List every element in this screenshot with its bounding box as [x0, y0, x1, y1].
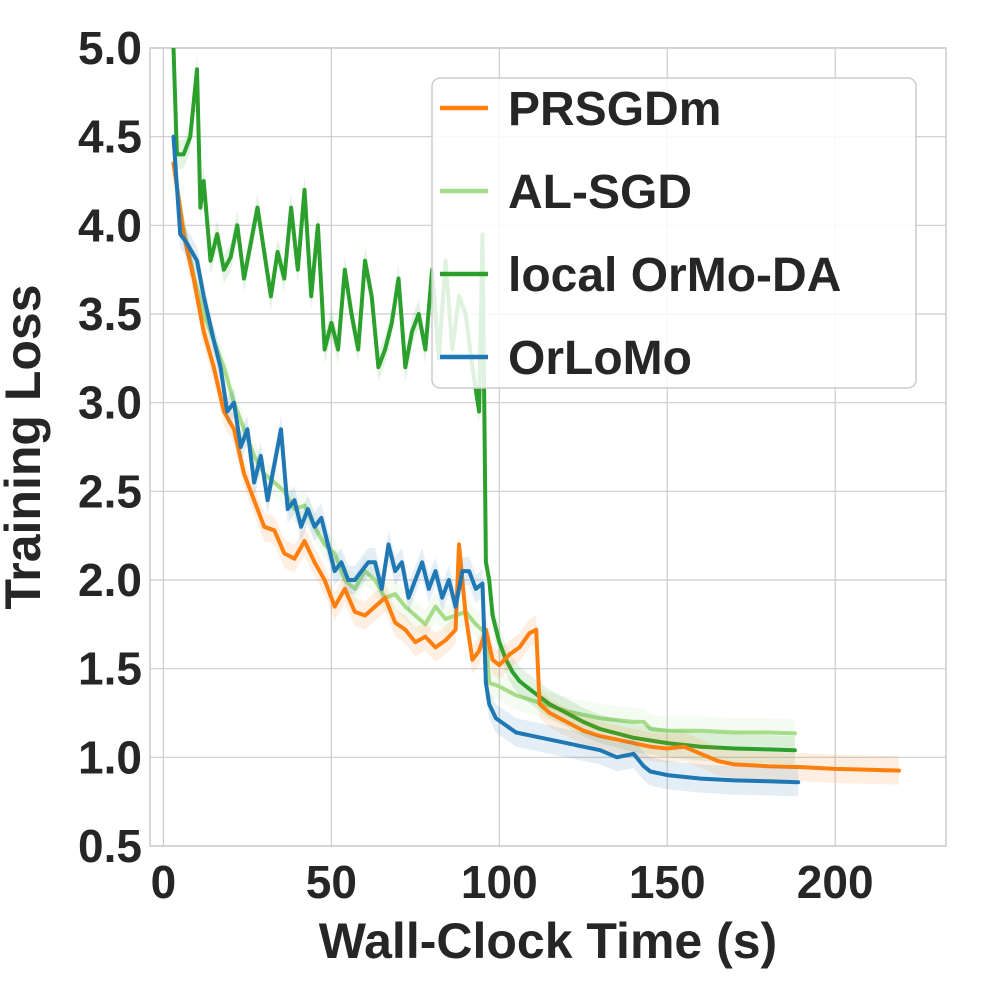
y-tick-label: 2.0	[78, 554, 142, 606]
legend-label-orlomo: OrLoMo	[508, 332, 692, 385]
y-tick-label: 5.0	[78, 22, 142, 74]
y-tick-label: 2.5	[78, 465, 142, 517]
x-tick-label: 50	[306, 856, 357, 908]
x-tick-label: 0	[151, 856, 177, 908]
y-tick-label: 1.0	[78, 731, 142, 783]
y-tick-label: 3.5	[78, 288, 142, 340]
y-tick-label: 4.0	[78, 199, 142, 251]
series-line-local-ormo-da	[171, 48, 797, 753]
tick-labels: 0 50 100 150 200 0.5 1.0 1.5 2.0 2.5 3.0 3.5 4.0 4.5 5…	[78, 22, 873, 908]
x-tick-label: 100	[461, 856, 538, 908]
series-line-prsgdm	[171, 161, 901, 773]
x-axis-label: Wall-Clock Time (s)	[319, 913, 777, 969]
x-tick-label: 150	[629, 856, 706, 908]
y-tick-label: 4.5	[78, 111, 142, 163]
series-band-prsgdm	[173, 149, 899, 785]
y-tick-label: 3.0	[78, 377, 142, 429]
y-tick-label: 1.5	[78, 643, 142, 695]
y-tick-label: 0.5	[78, 820, 142, 872]
y-axis-label: Training Loss	[0, 284, 51, 609]
x-tick-label: 200	[797, 856, 874, 908]
series-layer	[171, 48, 901, 797]
series-line-al-sgd	[171, 161, 797, 736]
legend-box	[431, 77, 917, 389]
legend-label-local-ormo-da: local OrMo-DA	[508, 249, 841, 302]
legend-label-al-sgd: AL-SGD	[508, 166, 692, 219]
legend-label-prsgdm: PRSGDm	[508, 83, 721, 136]
legend: PRSGDm AL-SGD local OrMo-DA OrLoMo	[431, 77, 917, 389]
series-line-orlomo	[171, 134, 801, 785]
